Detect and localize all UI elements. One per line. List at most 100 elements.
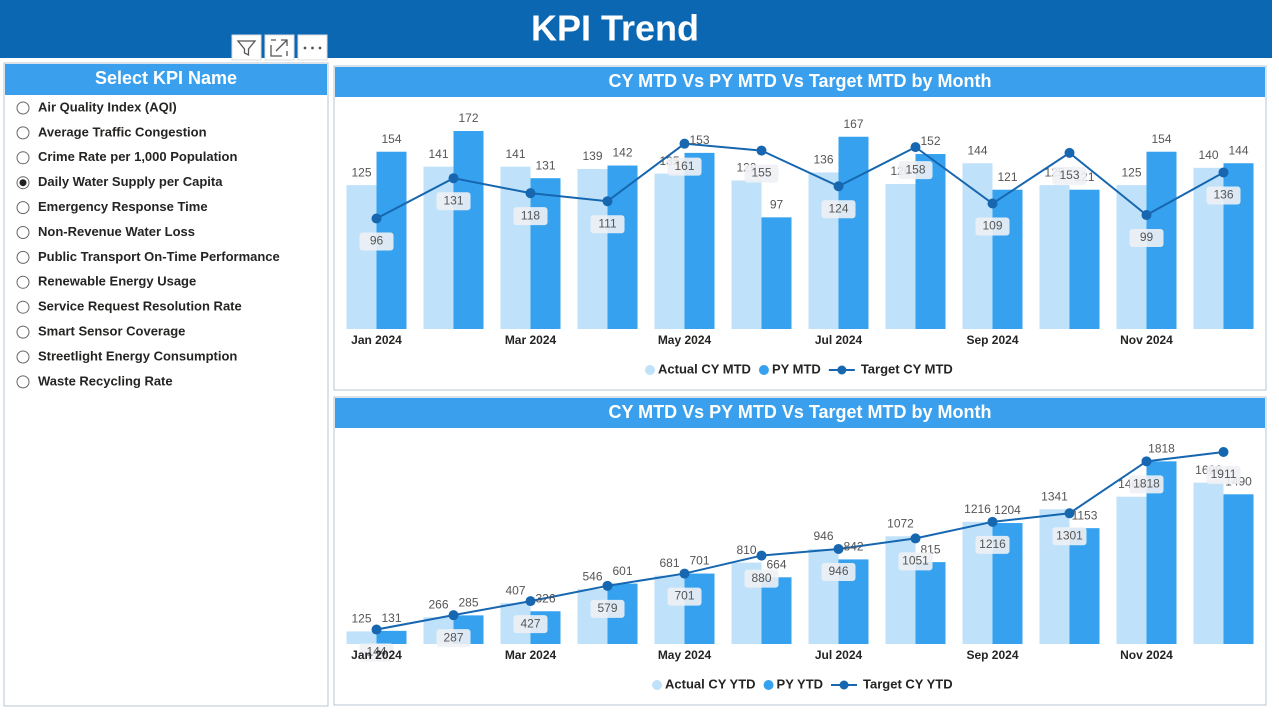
data-label: 326 xyxy=(535,591,555,605)
bar xyxy=(1039,185,1070,329)
data-label: 810 xyxy=(736,543,756,557)
data-label: 287 xyxy=(443,630,463,644)
legend-marker xyxy=(839,680,849,690)
data-label: 546 xyxy=(582,569,602,583)
x-tick-label: Jul 2024 xyxy=(815,648,863,662)
data-label: 144 xyxy=(1228,143,1248,157)
bar xyxy=(885,183,916,329)
line-point xyxy=(756,550,767,561)
slicer-option[interactable]: Non-Revenue Water Loss xyxy=(16,224,195,239)
label-box xyxy=(1206,186,1241,205)
option-label: Smart Sensor Coverage xyxy=(38,324,185,339)
line-point xyxy=(987,198,998,209)
radio xyxy=(16,350,30,364)
slicer-option[interactable]: Emergency Response Time xyxy=(16,199,208,215)
radio xyxy=(16,126,30,140)
legend-label: PY YTD xyxy=(777,676,823,691)
data-label: 946 xyxy=(828,564,848,578)
data-label: 124 xyxy=(828,201,848,215)
label-box xyxy=(744,164,779,183)
label-box xyxy=(436,629,471,648)
label-box xyxy=(359,643,394,662)
data-label: 155 xyxy=(751,166,771,180)
slicer-option[interactable]: Crime Rate per 1,000 Population xyxy=(16,149,237,165)
line-point xyxy=(602,580,613,591)
bar xyxy=(684,152,715,329)
data-label: 1216 xyxy=(979,537,1006,551)
radio xyxy=(16,101,30,115)
legend-item[interactable]: Target CY YTD xyxy=(831,676,953,691)
slicer-option[interactable]: Average Traffic Congestion xyxy=(16,124,207,140)
data-label: 139 xyxy=(582,149,602,163)
x-tick-label: Mar 2024 xyxy=(505,333,557,347)
data-label: 136 xyxy=(813,153,833,167)
x-tick-label: Nov 2024 xyxy=(1120,333,1173,347)
data-label: 131 xyxy=(535,158,555,172)
label-box xyxy=(667,157,702,176)
label-box xyxy=(1129,229,1164,248)
data-label: 140 xyxy=(1198,148,1218,162)
line-point xyxy=(371,624,382,635)
data-label: 142 xyxy=(612,146,632,160)
radio xyxy=(16,226,30,239)
chart-title-bar xyxy=(335,398,1265,428)
slicer-option[interactable]: Waste Recycling Rate xyxy=(16,373,173,389)
focus-glyph xyxy=(270,39,288,57)
data-label: 125 xyxy=(351,612,371,626)
data-label: 125 xyxy=(1121,165,1141,179)
data-label: 579 xyxy=(597,601,617,615)
legend-item[interactable]: Actual CY MTD xyxy=(645,361,751,376)
data-label: 118 xyxy=(521,208,540,222)
line-point xyxy=(1064,508,1075,519)
data-label: 1204 xyxy=(994,503,1021,517)
line-point xyxy=(833,181,844,192)
legend-item[interactable]: Target CY MTD xyxy=(828,361,953,376)
slicer-option[interactable]: Streetlight Energy Consumption xyxy=(16,348,237,364)
option-label: Daily Water Supply per Capita xyxy=(38,174,223,189)
label-box xyxy=(744,569,779,588)
line-point xyxy=(1141,210,1152,221)
x-tick-label: Sep 2024 xyxy=(966,333,1018,347)
line-point xyxy=(679,138,690,149)
slicer-option[interactable]: Smart Sensor Coverage xyxy=(16,324,185,339)
bar xyxy=(376,630,407,644)
legend-item[interactable]: Actual CY YTD xyxy=(652,676,756,691)
slicer-option[interactable]: Renewable Energy Usage xyxy=(16,274,196,289)
radio xyxy=(16,151,30,165)
line-point xyxy=(910,533,921,544)
data-label: 1072 xyxy=(887,516,914,530)
dot xyxy=(311,46,314,50)
option-label: Non-Revenue Water Loss xyxy=(38,224,195,239)
filter-icon[interactable] xyxy=(231,34,262,61)
option-label: Streetlight Energy Consumption xyxy=(38,348,237,363)
legend-item[interactable]: PY YTD xyxy=(763,676,823,691)
legend-label: PY MTD xyxy=(772,361,821,376)
slicer-option[interactable]: Service Request Resolution Rate xyxy=(16,299,242,314)
radio xyxy=(16,250,30,264)
legend-item[interactable]: PY MTD xyxy=(758,361,821,376)
legend-marker xyxy=(645,365,655,375)
bar xyxy=(530,178,561,329)
option-label: Renewable Energy Usage xyxy=(38,274,196,289)
slicer-option[interactable]: Public Transport On-Time Performance xyxy=(16,249,280,264)
bar xyxy=(577,168,608,329)
radio xyxy=(16,375,30,389)
radio xyxy=(16,300,30,314)
data-label: 1911 xyxy=(1211,467,1237,481)
slicer-option[interactable]: Air Quality Index (AQI) xyxy=(16,99,177,115)
data-label: 946 xyxy=(813,529,833,543)
data-label: 141 xyxy=(428,147,448,161)
data-label: 1153 xyxy=(1072,508,1098,522)
option-label: Service Request Resolution Rate xyxy=(38,299,242,314)
bar xyxy=(962,163,993,329)
data-label: 125 xyxy=(351,165,371,179)
bar xyxy=(453,131,484,329)
dot xyxy=(318,46,322,50)
slicer-option[interactable]: Daily Water Supply per Capita xyxy=(16,174,223,190)
option-label: Public Transport On-Time Performance xyxy=(38,249,280,264)
bar xyxy=(761,577,792,644)
data-label: 1341 xyxy=(1041,489,1068,503)
data-label: 131 xyxy=(443,193,463,207)
data-label: 121 xyxy=(997,170,1017,184)
